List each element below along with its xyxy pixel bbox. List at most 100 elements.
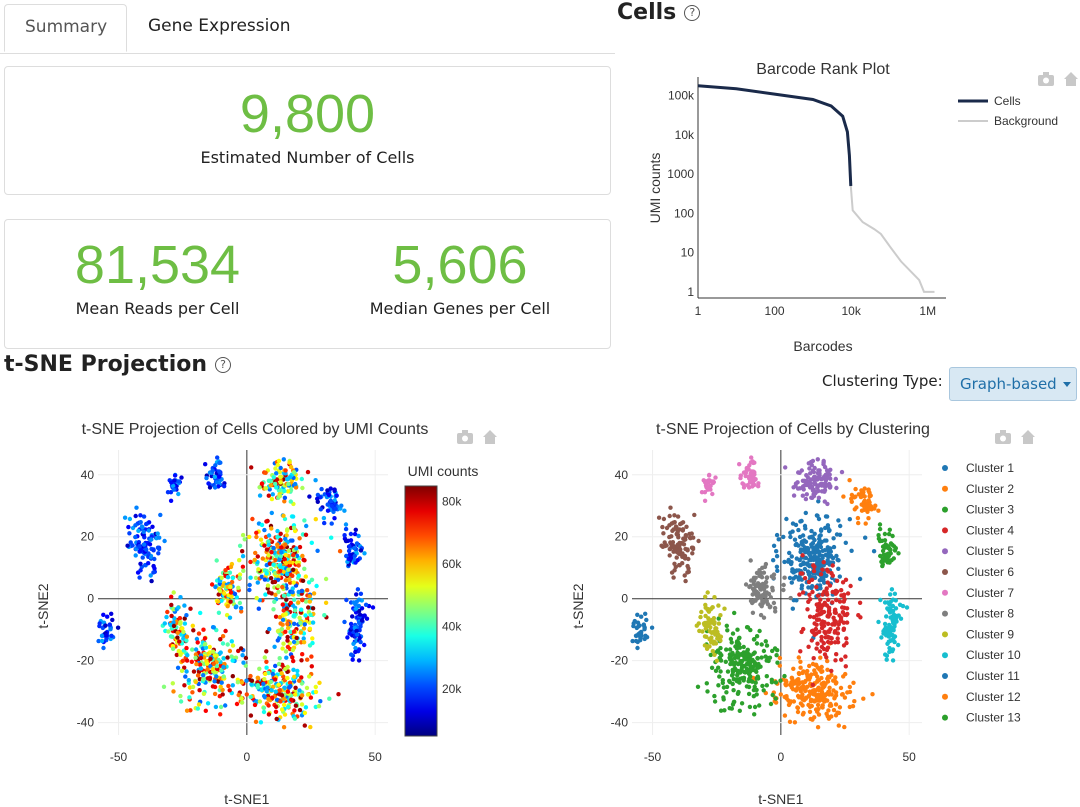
chart-title: t-SNE Projection of Cells Colored by UMI… bbox=[82, 421, 429, 438]
scatter-point bbox=[692, 512, 697, 518]
scatter-point bbox=[791, 666, 796, 671]
scatter-point bbox=[181, 629, 186, 635]
clustering-type-dropdown[interactable]: Graph-based bbox=[949, 367, 1077, 401]
scatter-point bbox=[799, 685, 804, 690]
scatter-point bbox=[773, 609, 778, 614]
scatter-point bbox=[263, 592, 268, 597]
scatter-point bbox=[835, 636, 840, 641]
scatter-point bbox=[710, 605, 715, 610]
scatter-point bbox=[230, 643, 236, 648]
scatter-point bbox=[249, 465, 254, 470]
scatter-point bbox=[764, 643, 770, 648]
legend-marker bbox=[942, 589, 948, 596]
scatter-point bbox=[712, 595, 717, 600]
scatter-point bbox=[299, 681, 305, 686]
scatter-point bbox=[718, 658, 724, 663]
scatter-point bbox=[633, 633, 639, 638]
scatter-point bbox=[292, 674, 297, 679]
scatter-point bbox=[754, 641, 760, 646]
scatter-point bbox=[783, 465, 788, 470]
scatter-point bbox=[753, 575, 758, 580]
scatter-point bbox=[727, 652, 733, 657]
help-icon[interactable]: ? bbox=[215, 357, 232, 373]
tab-gene-expression[interactable]: Gene Expression bbox=[148, 16, 291, 36]
camera-icon[interactable] bbox=[995, 430, 1011, 444]
scatter-point bbox=[745, 661, 750, 666]
scatter-point bbox=[210, 684, 216, 689]
scatter-point bbox=[806, 579, 812, 585]
y-tick-label: 1000 bbox=[667, 167, 694, 181]
scatter-point bbox=[678, 521, 683, 527]
scatter-point bbox=[235, 680, 241, 685]
scatter-point bbox=[178, 620, 183, 625]
camera-icon[interactable] bbox=[457, 430, 473, 444]
scatter-point bbox=[811, 688, 816, 693]
scatter-point bbox=[841, 620, 846, 625]
scatter-point bbox=[293, 485, 299, 490]
scatter-point bbox=[310, 620, 316, 625]
scatter-point bbox=[280, 602, 285, 607]
camera-icon bbox=[1043, 72, 1049, 76]
scatter-point bbox=[752, 712, 757, 717]
home-icon[interactable] bbox=[1021, 430, 1035, 444]
scatter-point bbox=[182, 616, 187, 621]
scatter-point bbox=[819, 675, 824, 681]
scatter-point bbox=[761, 570, 767, 575]
scatter-point bbox=[266, 493, 271, 498]
scatter-point bbox=[805, 684, 810, 689]
scatter-point bbox=[729, 640, 734, 645]
scatter-point bbox=[841, 643, 847, 648]
scatter-point bbox=[818, 606, 823, 611]
scatter-point bbox=[237, 600, 243, 606]
scatter-point bbox=[674, 555, 679, 560]
tab-summary[interactable]: Summary bbox=[4, 4, 127, 52]
scatter-point bbox=[819, 527, 824, 532]
y-tick-label: 0 bbox=[621, 592, 628, 606]
scatter-point bbox=[790, 567, 795, 572]
x-tick-label: 10k bbox=[841, 304, 861, 318]
scatter-point bbox=[285, 638, 290, 643]
scatter-point bbox=[808, 697, 814, 702]
scatter-point bbox=[229, 654, 234, 659]
scatter-point bbox=[825, 658, 830, 664]
scatter-point bbox=[761, 615, 767, 620]
clustering-type-label: Clustering Type: bbox=[822, 372, 943, 390]
scatter-point bbox=[827, 703, 833, 708]
scatter-point bbox=[859, 508, 865, 513]
scatter-point bbox=[815, 696, 820, 701]
y-tick-label: -40 bbox=[611, 716, 629, 730]
scatter-point bbox=[877, 526, 883, 532]
scatter-point bbox=[218, 684, 223, 689]
scatter-point bbox=[732, 666, 738, 671]
scatter-point bbox=[141, 514, 147, 519]
scatter-point bbox=[247, 587, 252, 593]
scatter-point bbox=[289, 697, 294, 702]
scatter-point bbox=[109, 611, 114, 616]
home-icon[interactable] bbox=[1064, 72, 1078, 86]
home-icon[interactable] bbox=[483, 430, 497, 444]
scatter-point bbox=[735, 677, 740, 682]
scatter-point bbox=[819, 489, 825, 494]
scatter-point bbox=[797, 592, 802, 597]
scatter-point bbox=[737, 708, 742, 713]
scatter-point bbox=[283, 666, 288, 672]
scatter-point bbox=[179, 668, 185, 673]
scatter-point bbox=[263, 671, 268, 677]
help-icon[interactable]: ? bbox=[684, 5, 701, 21]
scatter-point bbox=[847, 478, 852, 483]
scatter-point bbox=[835, 640, 841, 645]
scatter-point bbox=[255, 675, 260, 680]
scatter-point bbox=[293, 692, 298, 697]
scatter-point bbox=[716, 621, 722, 626]
scatter-point bbox=[292, 716, 298, 721]
camera-icon[interactable] bbox=[1038, 72, 1054, 86]
scatter-point bbox=[284, 572, 290, 577]
scatter-point bbox=[759, 575, 765, 580]
scatter-point bbox=[792, 720, 798, 725]
scatter-point bbox=[759, 642, 764, 647]
x-tick-label: 1M bbox=[919, 304, 936, 318]
scatter-point bbox=[315, 548, 320, 553]
scatter-point bbox=[297, 615, 302, 620]
scatter-point bbox=[266, 553, 271, 558]
scatter-point bbox=[276, 661, 282, 667]
